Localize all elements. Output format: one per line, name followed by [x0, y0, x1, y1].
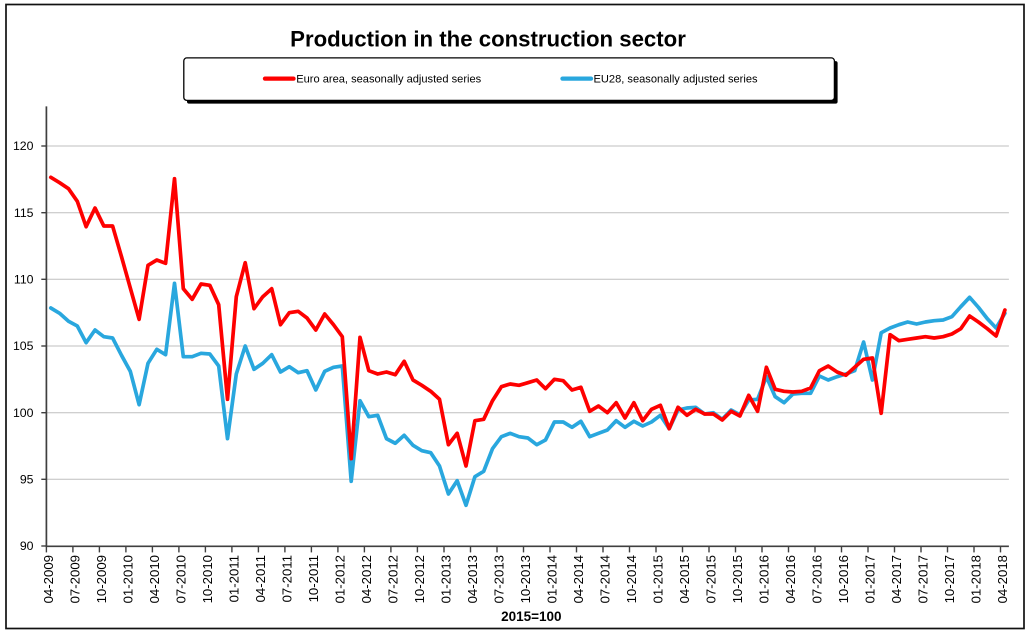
svg-text:01-2018: 01-2018: [969, 555, 984, 603]
svg-text:110: 110: [14, 273, 34, 287]
svg-text:01-2017: 01-2017: [863, 555, 878, 603]
svg-text:07-2010: 07-2010: [173, 555, 188, 603]
svg-text:04-2015: 04-2015: [677, 555, 692, 603]
svg-text:EU28, seasonally adjusted seri: EU28, seasonally adjusted series: [594, 74, 758, 86]
svg-text:90: 90: [20, 539, 34, 553]
svg-text:04-2010: 04-2010: [147, 555, 162, 603]
svg-text:Production in the construction: Production in the construction sector: [290, 26, 686, 51]
svg-text:10-2016: 10-2016: [836, 555, 851, 603]
svg-text:01-2010: 01-2010: [120, 555, 135, 603]
svg-text:04-2011: 04-2011: [253, 555, 268, 602]
svg-text:01-2013: 01-2013: [439, 555, 454, 603]
svg-text:07-2012: 07-2012: [385, 555, 400, 603]
svg-text:10-2010: 10-2010: [200, 555, 215, 603]
svg-text:04-2012: 04-2012: [359, 555, 374, 603]
svg-text:04-2013: 04-2013: [465, 555, 480, 603]
svg-text:07-2014: 07-2014: [598, 555, 613, 603]
svg-text:01-2015: 01-2015: [651, 555, 666, 603]
svg-text:07-2017: 07-2017: [916, 555, 931, 603]
svg-text:04-2016: 04-2016: [783, 555, 798, 603]
svg-text:10-2012: 10-2012: [412, 555, 427, 603]
svg-text:07-2016: 07-2016: [810, 555, 825, 603]
svg-text:01-2014: 01-2014: [545, 555, 560, 603]
svg-text:07-2013: 07-2013: [492, 555, 507, 603]
svg-text:10-2015: 10-2015: [730, 555, 745, 603]
svg-text:Euro area, seasonally adjusted: Euro area, seasonally adjusted series: [296, 74, 481, 86]
svg-text:07-2015: 07-2015: [704, 555, 719, 603]
svg-text:10-2017: 10-2017: [942, 555, 957, 603]
svg-text:07-2009: 07-2009: [67, 555, 82, 603]
svg-text:07-2011: 07-2011: [279, 555, 294, 602]
svg-text:01-2016: 01-2016: [757, 555, 772, 603]
svg-text:01-2011: 01-2011: [226, 555, 241, 602]
svg-text:105: 105: [13, 339, 34, 353]
svg-text:100: 100: [13, 406, 34, 420]
svg-text:10-2009: 10-2009: [94, 555, 109, 603]
svg-text:04-2017: 04-2017: [889, 555, 904, 603]
svg-text:2015=100: 2015=100: [501, 609, 561, 624]
svg-text:04-2009: 04-2009: [41, 555, 56, 603]
svg-text:10-2013: 10-2013: [518, 555, 533, 603]
svg-text:04-2018: 04-2018: [995, 555, 1010, 603]
svg-text:01-2012: 01-2012: [332, 555, 347, 603]
svg-text:10-2014: 10-2014: [624, 555, 639, 603]
svg-text:04-2014: 04-2014: [571, 555, 586, 603]
svg-text:95: 95: [20, 473, 34, 487]
svg-text:10-2011: 10-2011: [306, 555, 321, 602]
svg-text:115: 115: [14, 206, 34, 220]
svg-text:120: 120: [13, 139, 34, 153]
